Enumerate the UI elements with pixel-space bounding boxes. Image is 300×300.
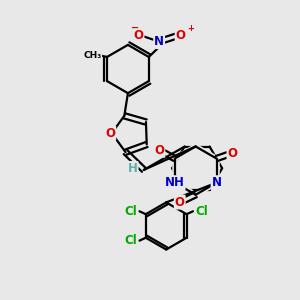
Text: Cl: Cl: [195, 205, 208, 218]
Text: CH₃: CH₃: [83, 51, 101, 60]
Text: O: O: [227, 147, 237, 160]
Text: O: O: [134, 29, 143, 42]
Text: O: O: [154, 144, 164, 157]
Text: N: N: [154, 35, 164, 48]
Text: −: −: [131, 23, 139, 33]
Text: Cl: Cl: [125, 205, 137, 218]
Text: O: O: [176, 29, 186, 42]
Text: O: O: [105, 127, 115, 140]
Text: H: H: [128, 162, 138, 175]
Text: NH: NH: [165, 176, 185, 189]
Text: Cl: Cl: [125, 234, 137, 247]
Text: +: +: [188, 24, 194, 33]
Text: N: N: [212, 176, 221, 189]
Text: O: O: [175, 196, 185, 208]
